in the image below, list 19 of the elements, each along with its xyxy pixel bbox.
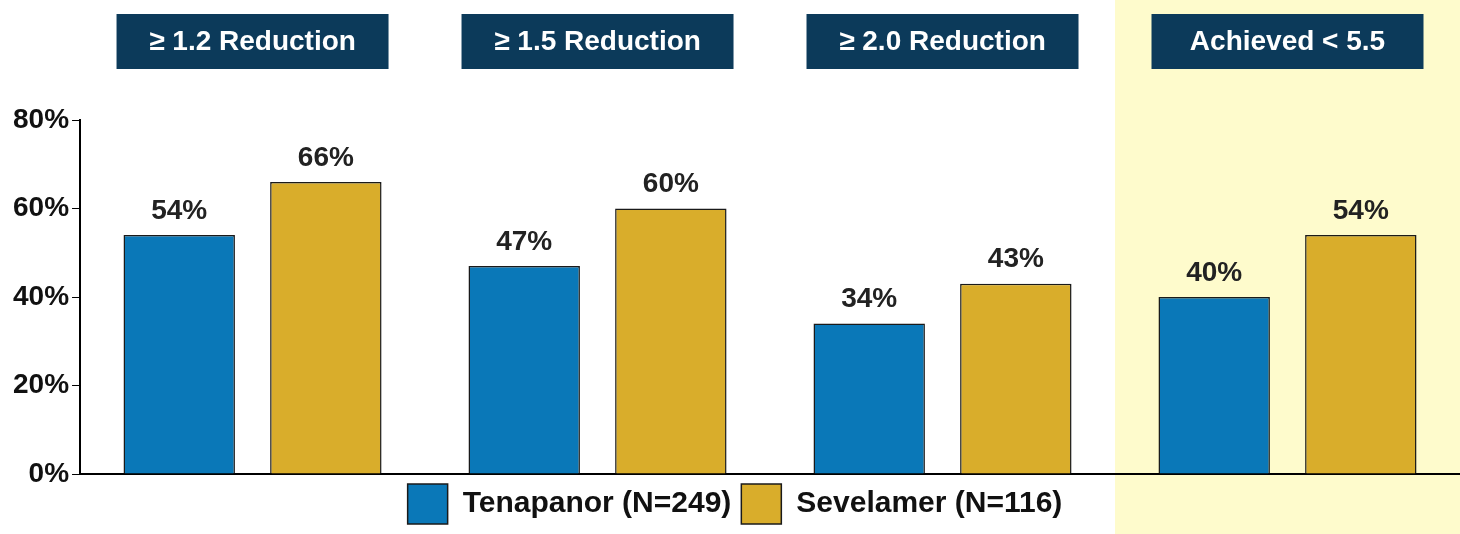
legend-label: Tenapanor (N=249) — [462, 485, 732, 519]
text: 40% — [1186, 255, 1243, 287]
y-tick-label: 60% — [12, 191, 70, 223]
legend-label: Sevelamer (N=116) — [796, 485, 1063, 519]
text: 54% — [1332, 193, 1389, 225]
text: 47% — [496, 224, 553, 256]
x-tick-label: ≥ 2.0 Reduction — [839, 24, 1046, 56]
y-tick-label: 0% — [28, 456, 70, 488]
x-tick-label: ≥ 1.2 Reduction — [149, 24, 356, 56]
x-tick-label: ≥ 1.5 Reduction — [494, 24, 701, 56]
y-tick-label: 20% — [12, 368, 70, 400]
text: 54% — [151, 193, 208, 225]
text: 66% — [297, 140, 354, 172]
text: 34% — [841, 282, 898, 314]
y-tick-label: 40% — [12, 279, 70, 311]
text: 43% — [987, 242, 1044, 274]
x-tick-label: Achieved < 5.5 — [1189, 24, 1386, 56]
text: 60% — [642, 167, 699, 199]
y-tick-label: 80% — [12, 102, 70, 134]
